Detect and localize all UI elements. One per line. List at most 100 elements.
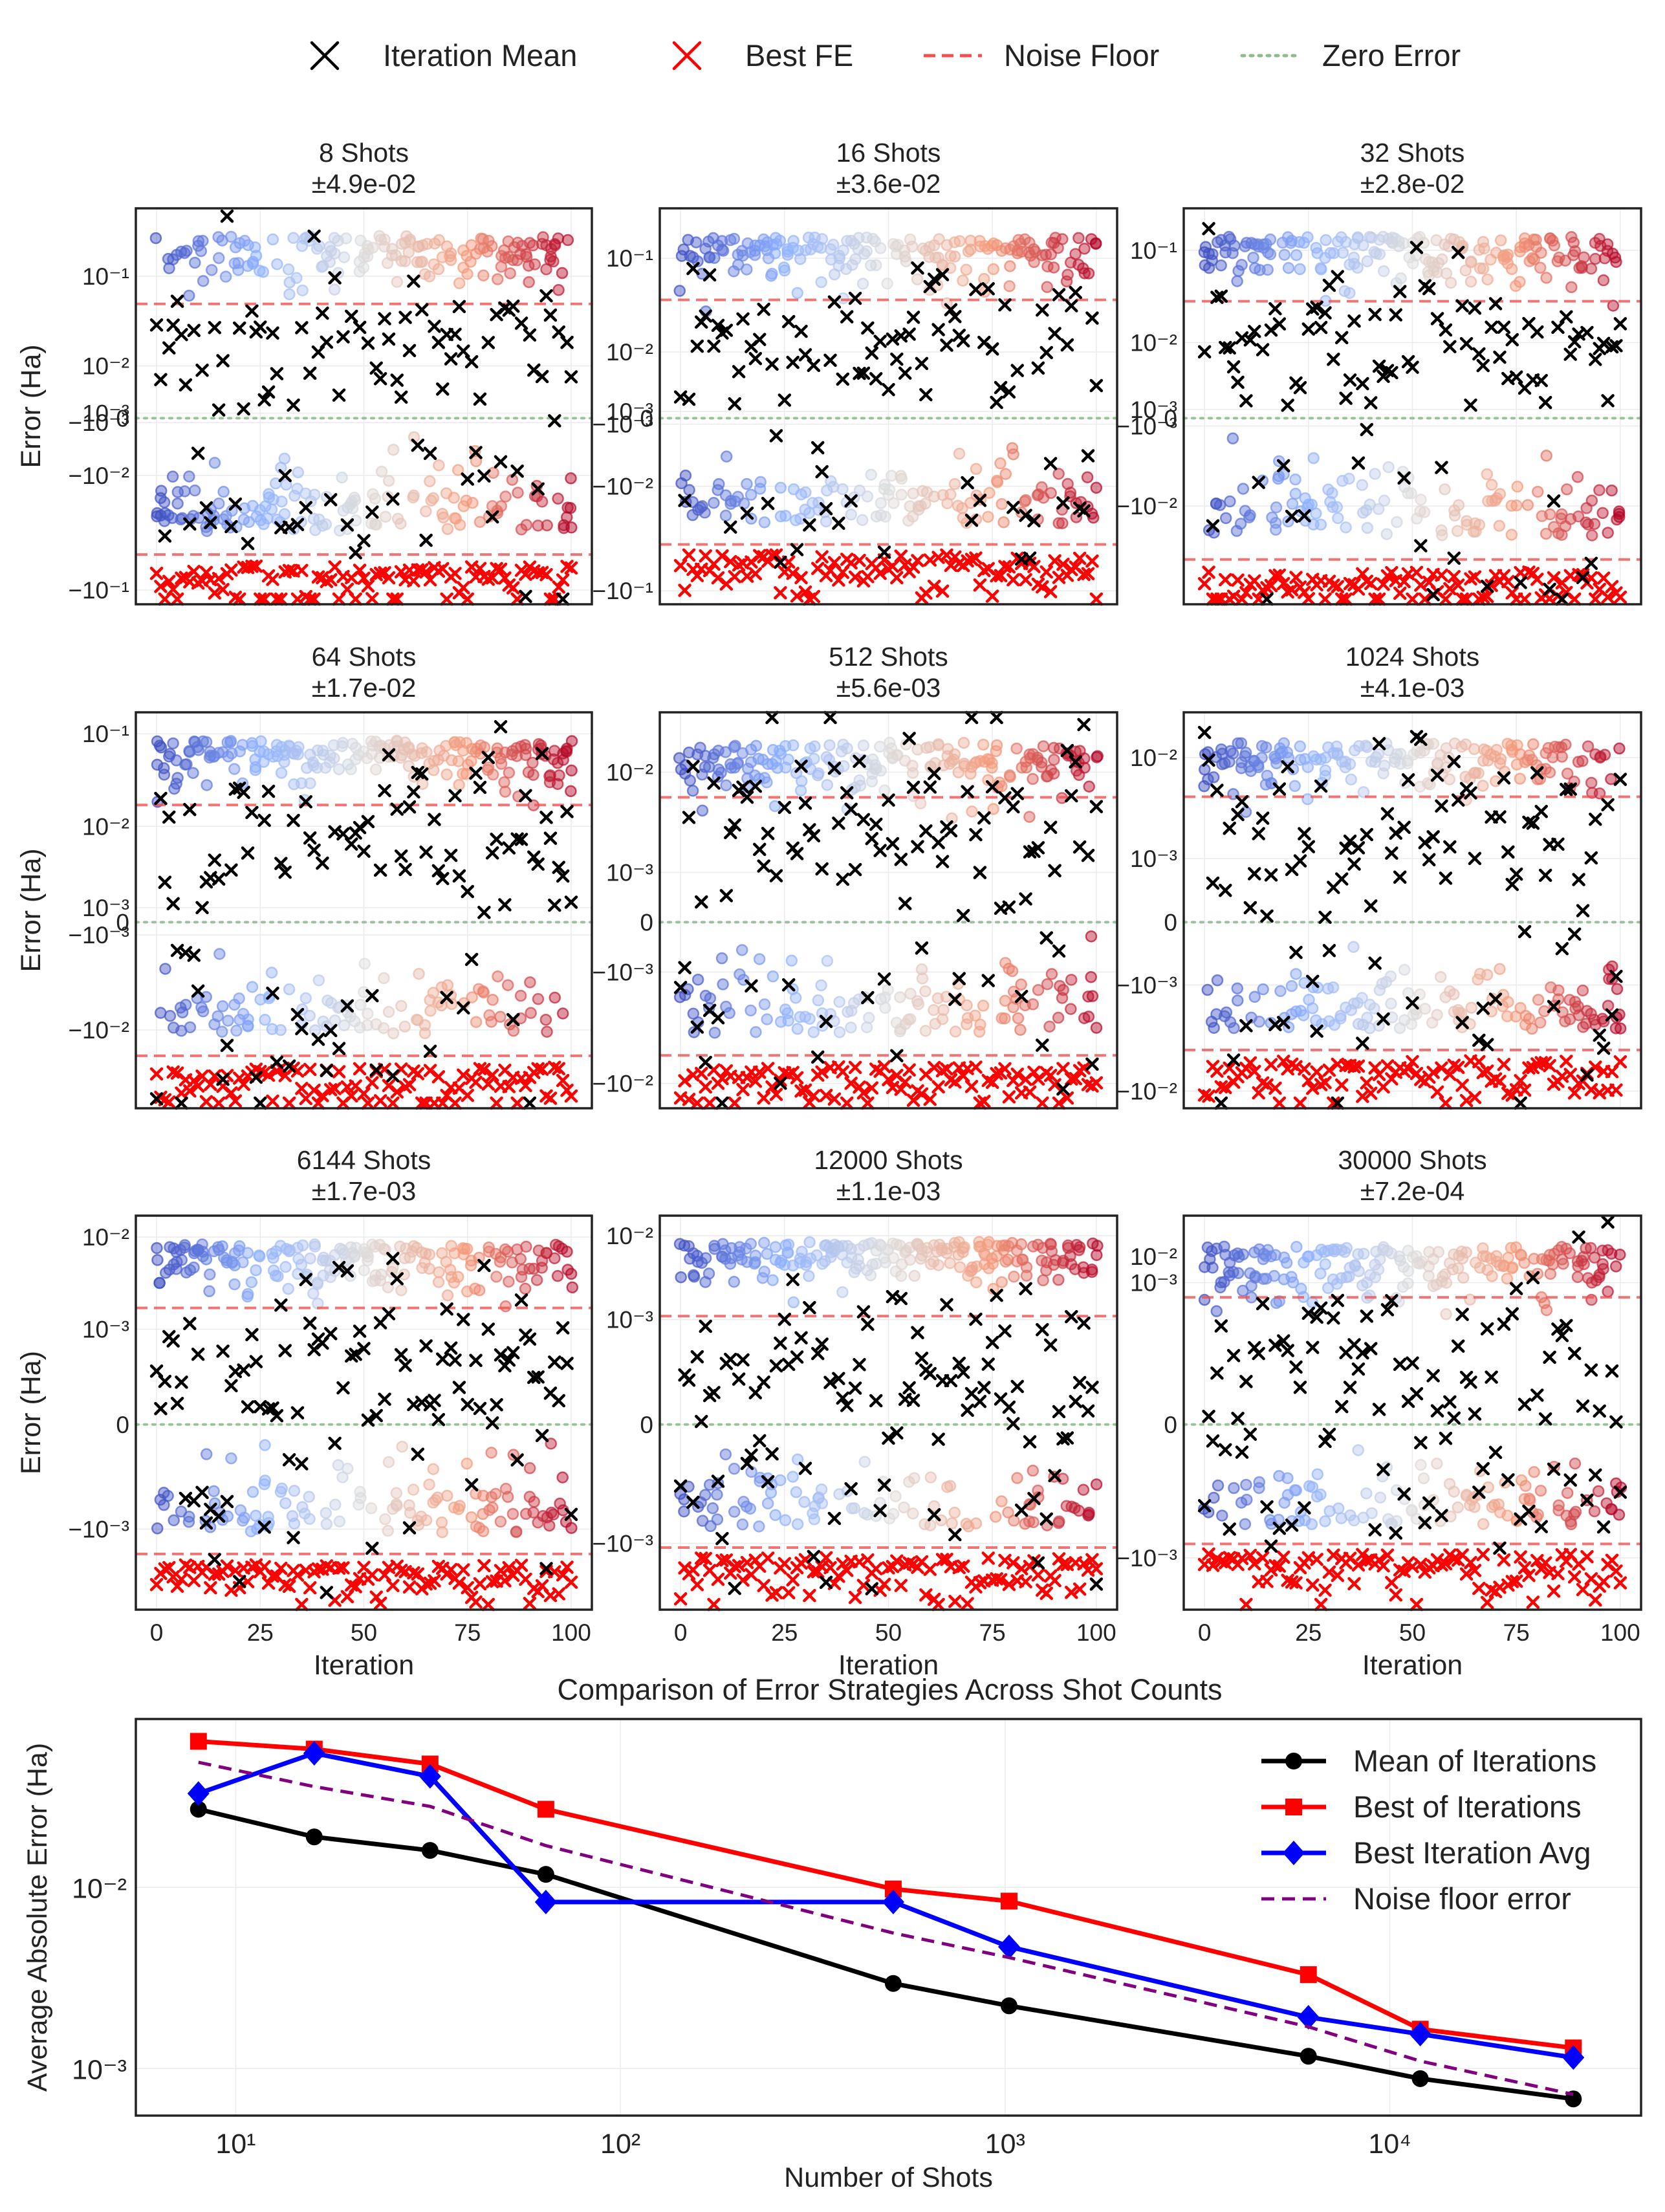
evaluation-point [1477, 1518, 1490, 1530]
evaluation-point [744, 1502, 757, 1515]
evaluation-point [856, 514, 869, 527]
iteration-mean-marker [316, 306, 329, 320]
evaluation-point [732, 756, 745, 769]
evaluation-point [803, 1013, 816, 1025]
evaluation-point [1290, 1484, 1303, 1496]
evaluation-point [787, 739, 800, 752]
evaluation-point [369, 763, 382, 776]
evaluation-point [1216, 1509, 1228, 1522]
panel-title: 512 Shots [829, 642, 948, 672]
evaluation-point [944, 1480, 957, 1492]
y-tick-label: 10⁻² [82, 813, 129, 840]
evaluation-point [1289, 780, 1301, 793]
iteration-mean-marker [245, 304, 259, 318]
evaluation-point [470, 1016, 483, 1028]
evaluation-point [1268, 1269, 1281, 1282]
evaluation-point [1540, 1304, 1553, 1317]
evaluation-point [1045, 487, 1057, 499]
evaluation-point [741, 263, 753, 276]
legend-entry-best-fe: Best FE [672, 38, 853, 72]
iteration-mean-marker [175, 327, 188, 342]
evaluation-point [539, 1013, 552, 1026]
evaluation-point [1278, 248, 1290, 261]
evaluation-point [1011, 1472, 1023, 1484]
evaluation-point [547, 1508, 560, 1521]
evaluation-point [907, 1507, 919, 1520]
iteration-mean-marker [183, 517, 197, 531]
evaluation-point [688, 1271, 701, 1283]
evaluation-point [494, 1011, 506, 1023]
evaluation-point [444, 250, 456, 263]
evaluation-point [758, 516, 771, 529]
evaluation-point [382, 490, 394, 503]
evaluation-point [532, 992, 545, 1005]
panel-title: 8 Shots [319, 138, 409, 168]
evaluation-point [699, 1489, 712, 1501]
evaluation-point [990, 739, 1003, 752]
iteration-mean-marker [232, 321, 246, 335]
evaluation-point [453, 519, 466, 531]
iteration-mean-marker [340, 518, 354, 532]
evaluation-point [1494, 963, 1506, 975]
y-tick-label: 0 [1164, 1412, 1177, 1438]
evaluation-point [996, 1495, 1008, 1507]
evaluation-point [308, 488, 321, 501]
evaluation-point [1451, 525, 1464, 538]
evaluation-point [1524, 1494, 1536, 1507]
evaluation-point [789, 992, 802, 1004]
panel-subtitle: ±3.6e-02 [836, 169, 941, 199]
evaluation-point [882, 983, 895, 996]
evaluation-point [382, 474, 395, 487]
iteration-mean-marker [323, 493, 338, 507]
evaluation-point [836, 483, 849, 496]
evaluation-point [391, 276, 404, 288]
panel-subtitle: ±4.9e-02 [312, 169, 417, 199]
evaluation-point [827, 239, 840, 251]
x-axis-label: Number of Shots [784, 2162, 993, 2193]
evaluation-point [1372, 748, 1385, 761]
evaluation-point [402, 246, 415, 259]
evaluation-point [1398, 963, 1411, 976]
evaluation-point [753, 1520, 765, 1533]
evaluation-point [821, 955, 834, 967]
iteration-mean-marker [162, 341, 176, 355]
evaluation-point [779, 1514, 792, 1526]
y-tick-label: −10⁻³ [68, 1516, 129, 1542]
evaluation-point [536, 496, 549, 508]
evaluation-point [485, 1447, 497, 1459]
evaluation-point [1064, 487, 1077, 499]
evaluation-point [1592, 1485, 1605, 1498]
evaluation-point [821, 778, 834, 791]
evaluation-point [723, 1007, 735, 1020]
x-tick-label: 10⁴ [1368, 2129, 1411, 2160]
evaluation-point [1305, 1518, 1318, 1531]
best-fe-marker [257, 592, 271, 606]
evaluation-point [1247, 251, 1259, 264]
best-fe-marker [307, 592, 321, 606]
iteration-mean-marker [378, 312, 391, 325]
evaluation-point [1602, 527, 1614, 539]
evaluation-point [761, 1497, 774, 1510]
iteration-mean-marker [336, 330, 350, 344]
iteration-mean-marker [295, 321, 309, 334]
evaluation-point [728, 1276, 741, 1288]
evaluation-point [515, 1271, 528, 1283]
evaluation-point [1505, 263, 1518, 276]
evaluation-point [1543, 766, 1556, 779]
evaluation-point [977, 738, 990, 751]
evaluation-point [201, 779, 213, 791]
evaluation-point [433, 234, 445, 246]
x-tick-label: 100 [1600, 1619, 1640, 1646]
evaluation-point [1319, 1258, 1332, 1271]
evaluation-point [1215, 259, 1227, 272]
evaluation-point [1352, 1444, 1364, 1456]
evaluation-point [1534, 1484, 1547, 1497]
evaluation-point [1340, 521, 1352, 534]
evaluation-point [520, 1240, 532, 1253]
evaluation-point [254, 1250, 266, 1263]
evaluation-point [362, 1007, 374, 1020]
evaluation-point [1244, 509, 1256, 521]
evaluation-point [303, 1491, 315, 1503]
evaluation-point [1502, 1251, 1514, 1264]
